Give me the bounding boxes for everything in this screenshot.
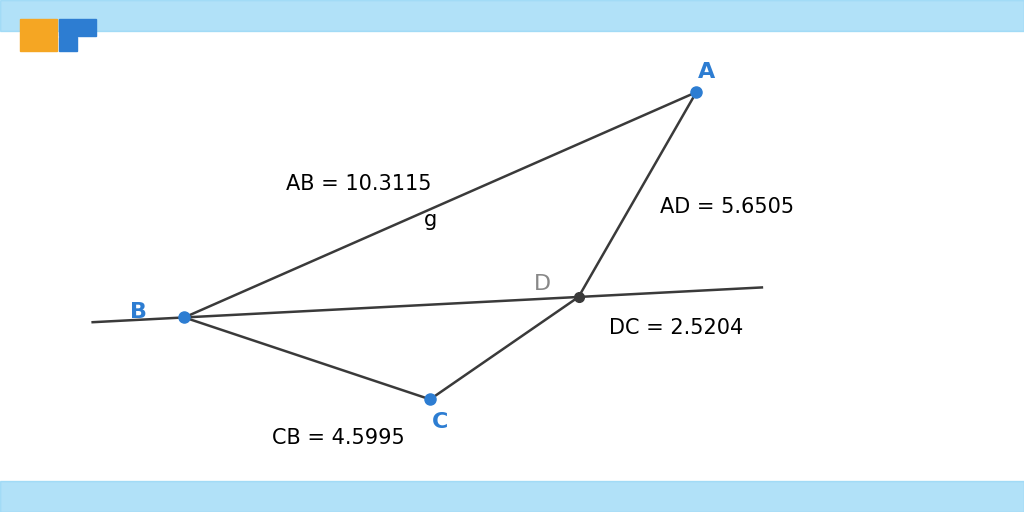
- Bar: [20, 19, 57, 51]
- Bar: [58, 37, 77, 51]
- Text: D: D: [535, 274, 551, 294]
- Text: AB = 10.3115: AB = 10.3115: [286, 174, 431, 195]
- Text: SOM: SOM: [42, 63, 91, 83]
- Text: A: A: [698, 61, 715, 82]
- Text: g: g: [424, 210, 436, 230]
- Bar: [0, 481, 1024, 512]
- Text: STORY OF MATHEMATICS: STORY OF MATHEMATICS: [36, 93, 97, 98]
- Bar: [58, 19, 96, 36]
- Text: C: C: [432, 412, 449, 433]
- Text: DC = 2.5204: DC = 2.5204: [609, 317, 743, 338]
- Bar: [0, 0, 1024, 31]
- Text: B: B: [130, 302, 146, 323]
- Text: CB = 4.5995: CB = 4.5995: [271, 428, 404, 448]
- Text: AD = 5.6505: AD = 5.6505: [660, 197, 795, 218]
